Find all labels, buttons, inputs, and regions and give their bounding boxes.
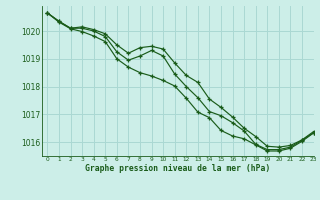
X-axis label: Graphe pression niveau de la mer (hPa): Graphe pression niveau de la mer (hPa) xyxy=(85,164,270,173)
